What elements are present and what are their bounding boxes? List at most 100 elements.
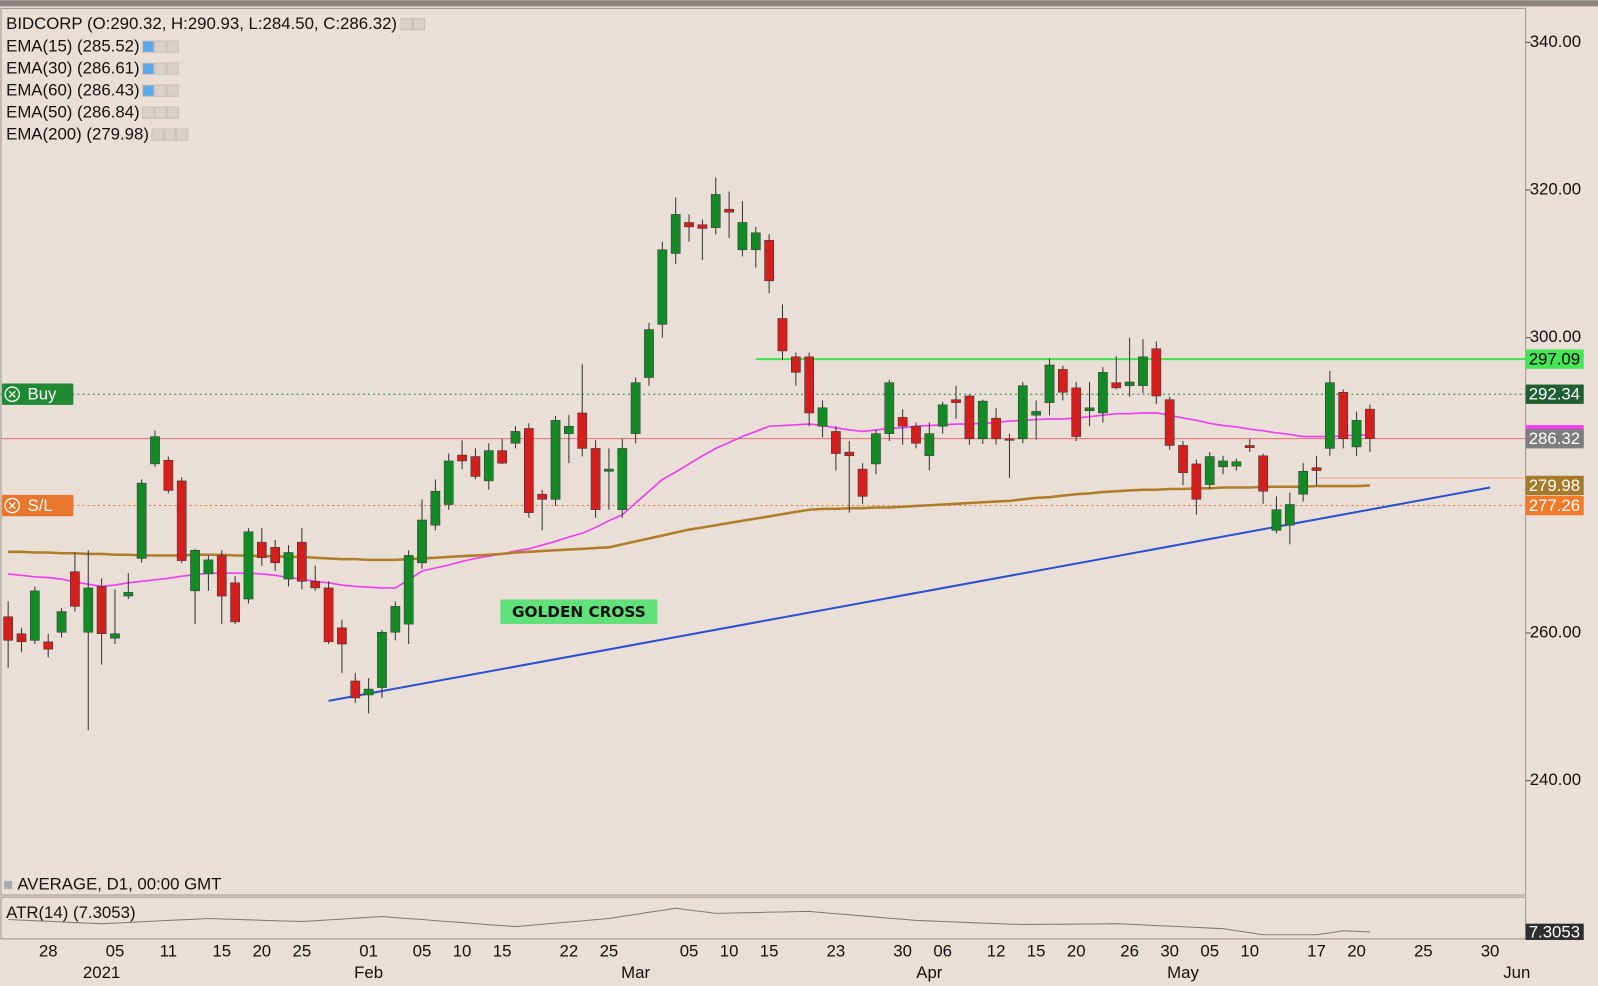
trendline (328, 486, 1491, 702)
candle-body (483, 450, 494, 482)
level-button[interactable]: S/L (2, 494, 74, 517)
golden-cross: GOLDEN CROSS (500, 599, 658, 624)
candle-body (790, 356, 801, 373)
tab-strip (0, 0, 1598, 7)
footer-icon (4, 880, 13, 889)
candle-body (510, 431, 521, 444)
x-tick-label: 30 (1481, 942, 1500, 961)
x-tick-label: 20 (1347, 942, 1366, 961)
candle-body (457, 454, 467, 462)
x-tick-label: 06 (933, 942, 952, 961)
y-tick-label: 240.00 (1530, 770, 1581, 789)
level-button-label[interactable]: Buy (28, 385, 58, 404)
price-tag (1525, 428, 1584, 449)
candle-body (1031, 411, 1041, 416)
ema-line (8, 412, 1370, 589)
legend: BIDCORP (O:290.32, H:290.93, L:284.50, C… (6, 14, 426, 144)
candle-body (96, 586, 107, 634)
title-icon[interactable] (400, 18, 413, 31)
level-button-bg[interactable] (2, 383, 74, 405)
candle-body (777, 318, 788, 352)
level-button[interactable]: Buy (2, 383, 74, 405)
candle-body (991, 417, 1001, 440)
indicator-icon[interactable] (166, 84, 179, 97)
y-tick-label: 320.00 (1530, 179, 1581, 198)
candle-body (1204, 456, 1215, 485)
indicator-label: EMA(60) (286.43) (6, 81, 140, 100)
candle-body (310, 581, 321, 589)
indicator-icon[interactable] (154, 106, 167, 119)
y-tick-label: 260.00 (1530, 622, 1581, 641)
x-tick-label: 11 (160, 942, 177, 961)
level-button-close[interactable] (4, 497, 21, 514)
indicator-icon[interactable] (166, 106, 179, 119)
indicator-icon[interactable] (166, 62, 179, 75)
candle-body (1351, 420, 1362, 448)
candle-body (70, 571, 80, 607)
indicator-icon[interactable] (151, 128, 164, 141)
x-tick-label: 15 (760, 942, 779, 961)
x-tick-label: 30 (1160, 942, 1179, 961)
candle-body (1338, 392, 1349, 440)
indicator-icon[interactable] (154, 84, 167, 97)
price-tag (1525, 349, 1584, 369)
candle-body (724, 208, 734, 213)
level-button-x[interactable] (8, 390, 16, 398)
price-tag-label: 286.32 (1529, 429, 1580, 448)
x-tick-label: 25 (293, 942, 312, 961)
candle-body (403, 555, 414, 625)
price-tag (1525, 475, 1584, 496)
level-button-close[interactable] (4, 386, 21, 403)
candle-body (1164, 399, 1175, 446)
candle-body (30, 590, 40, 641)
candle-body (897, 417, 908, 427)
x-month-label: 2021 (83, 963, 120, 982)
indicator-icon[interactable] (142, 62, 155, 75)
candle-body (203, 559, 214, 575)
indicator-icon[interactable] (142, 106, 155, 119)
indicator-icon[interactable] (142, 84, 155, 97)
candle-body (1298, 471, 1309, 495)
y-tick-label: 340.00 (1530, 32, 1581, 51)
x-tick-label: 10 (1240, 942, 1259, 961)
candle-body (350, 680, 361, 699)
indicator-icon[interactable] (166, 40, 179, 53)
candle-body (977, 400, 988, 440)
candle-body (83, 587, 94, 633)
candle-body (857, 468, 868, 497)
candle-body (430, 490, 441, 526)
x-tick-label: 01 (359, 942, 378, 961)
candle-body (1084, 407, 1095, 412)
indicator-icon[interactable] (163, 128, 176, 141)
candle-body (523, 428, 534, 513)
title-icon[interactable] (412, 18, 426, 31)
x-month-label: Apr (916, 963, 943, 982)
indicator-icon[interactable] (154, 40, 167, 53)
price-tag-label: 277.26 (1529, 496, 1580, 515)
indicator-icon[interactable] (154, 62, 167, 75)
level-button-bg[interactable] (2, 494, 74, 517)
indicator-icon[interactable] (142, 40, 155, 53)
candle-body (216, 555, 227, 597)
candle-body (911, 426, 921, 444)
candle-body (1271, 509, 1282, 531)
x-tick-label: 25 (600, 942, 619, 961)
footer-text: AVERAGE, D1, 00:00 GMT (17, 874, 221, 893)
level-button-x[interactable] (8, 502, 16, 510)
candle-body (1004, 438, 1015, 441)
price-tag (1525, 495, 1584, 516)
price-tag-label: 297.09 (1529, 350, 1580, 369)
x-tick-label: 28 (39, 942, 58, 961)
candle-body (1098, 372, 1108, 414)
x-tick-label: 15 (212, 942, 231, 961)
indicator-label: EMA(50) (286.84) (6, 103, 140, 122)
candle-body (417, 519, 427, 564)
candle-body (497, 450, 507, 464)
level-button-label[interactable]: S/L (28, 496, 53, 515)
candle-body (230, 582, 240, 623)
candle-body (1258, 455, 1268, 492)
candle-body (1231, 461, 1242, 467)
candle-body (337, 627, 347, 645)
indicator-icon[interactable] (175, 128, 189, 141)
